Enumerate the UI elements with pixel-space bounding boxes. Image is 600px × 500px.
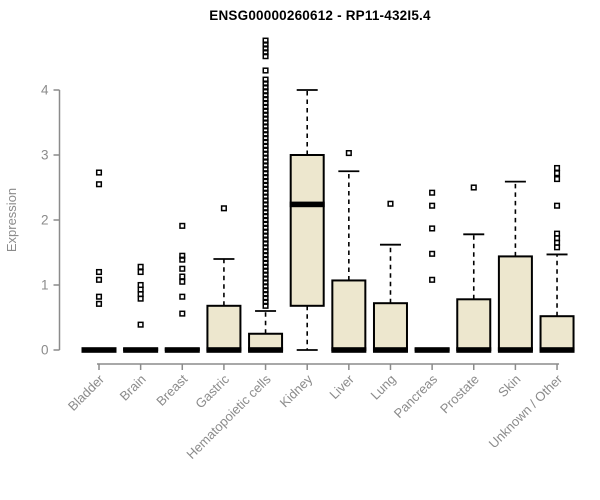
median-line: [81, 347, 117, 353]
outlier-point: [429, 276, 436, 283]
outlier-point: [137, 295, 144, 302]
x-tick-label: Pancreas: [391, 371, 441, 421]
box-prostate: [456, 298, 492, 351]
median-line: [456, 347, 492, 353]
median-line: [206, 347, 242, 353]
y-axis-title: Expression: [4, 188, 19, 252]
x-tick-label: Prostate: [437, 372, 482, 417]
outlier-point: [553, 176, 561, 183]
x-tick-label: Gastric: [192, 371, 232, 411]
outlier-point: [137, 321, 144, 328]
outlier-point: [262, 67, 269, 74]
median-line: [123, 347, 159, 353]
outlier-point: [179, 222, 186, 229]
outlier-point: [220, 205, 227, 212]
outlier-point: [262, 53, 269, 60]
outlier-point: [179, 278, 186, 285]
x-tick-label: Lung: [368, 372, 399, 403]
outlier-point: [345, 150, 352, 157]
box-liver: [331, 279, 367, 352]
x-tick-label: Kidney: [277, 371, 316, 410]
outlier-point: [387, 200, 394, 207]
x-tick-label: Brain: [117, 372, 149, 404]
box-lung: [372, 302, 408, 352]
outlier-point: [95, 169, 103, 176]
y-tick-label: 4: [41, 83, 49, 98]
median-line: [539, 347, 575, 353]
box-gastric: [206, 304, 242, 351]
median-line: [414, 347, 450, 353]
median-line: [289, 201, 325, 208]
outlier-point: [137, 263, 144, 270]
x-tick-label: Liver: [326, 371, 357, 402]
x-tick-label: Unknown / Other: [486, 371, 566, 451]
outlier-point: [429, 202, 436, 209]
outlier-point: [95, 268, 103, 276]
median-line: [372, 347, 408, 353]
outlier-point: [553, 164, 561, 172]
median-line: [164, 347, 200, 353]
x-tick-label: Bladder: [65, 371, 108, 414]
outlier-point: [179, 273, 186, 280]
outlier-point: [470, 184, 477, 191]
outlier-point: [95, 293, 103, 300]
box-unknown-other: [539, 315, 575, 352]
outlier-point: [429, 189, 436, 196]
x-tick-label: Breast: [153, 371, 190, 408]
outlier-point: [553, 202, 561, 209]
outlier-point: [179, 265, 186, 272]
y-tick-label: 1: [41, 278, 49, 293]
median-line: [331, 347, 367, 353]
outlier-point: [95, 181, 103, 188]
outlier-point: [179, 293, 186, 300]
median-line: [248, 347, 284, 353]
y-tick-label: 3: [41, 148, 49, 163]
outlier-point: [262, 302, 269, 309]
box-kidney: [289, 154, 325, 307]
box-skin: [497, 255, 533, 351]
outlier-point: [95, 300, 103, 307]
outlier-point: [95, 276, 103, 283]
chart-title: ENSG00000260612 - RP11-432I5.4: [209, 8, 431, 23]
outlier-point: [179, 256, 186, 263]
outlier-point: [179, 310, 186, 317]
outlier-point: [553, 244, 561, 251]
outlier-point: [553, 170, 561, 177]
median-line: [497, 347, 533, 353]
y-tick-label: 0: [41, 343, 49, 358]
y-tick-label: 2: [41, 213, 49, 228]
x-tick-label: Skin: [495, 372, 523, 400]
outlier-point: [429, 225, 436, 232]
outlier-point: [137, 268, 144, 276]
outlier-point: [429, 250, 436, 257]
